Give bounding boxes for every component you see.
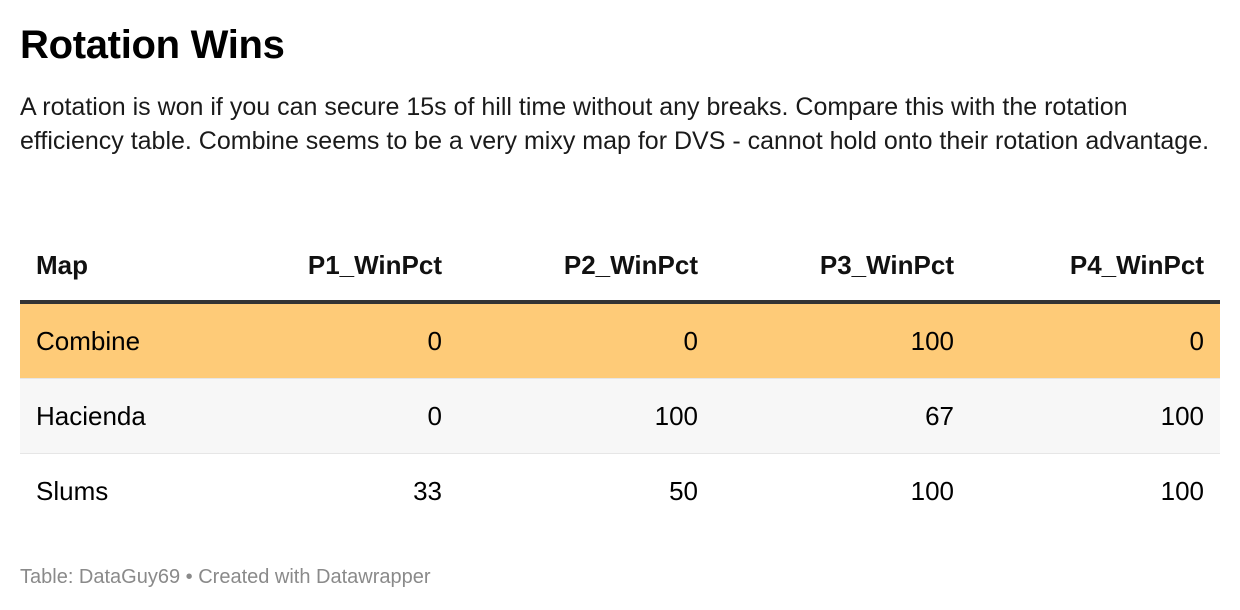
cell-map: Hacienda	[36, 401, 146, 431]
column-header-map[interactable]: Map	[36, 250, 88, 280]
column-header-p4[interactable]: P4_WinPct	[1069, 250, 1204, 280]
column-header-p2[interactable]: P2_WinPct	[563, 250, 698, 280]
chart-footer: Table: DataGuy69 • Created with Datawrap…	[20, 566, 431, 588]
cell-p4: 0	[1189, 326, 1204, 356]
cell-p4: 100	[1160, 401, 1204, 431]
cell-p2: 0	[683, 326, 698, 356]
cell-map: Slums	[36, 476, 109, 506]
table-row: Combine 0 0 100 0	[20, 304, 1220, 379]
cell-p3: 100	[910, 476, 954, 506]
cell-p1: 0	[427, 401, 442, 431]
cell-p1: 0	[427, 326, 442, 356]
cell-p2: 50	[669, 476, 698, 506]
cell-p4: 100	[1160, 476, 1204, 506]
column-header-p3[interactable]: P3_WinPct	[819, 250, 954, 280]
cell-p3: 100	[910, 326, 954, 356]
cell-map: Combine	[36, 326, 141, 356]
data-table: Map P1_WinPct P2_WinPct P3_WinPct P4_Win…	[20, 230, 1220, 528]
chart-title: Rotation Wins	[20, 23, 285, 67]
table-row: Hacienda 0 100 67 100	[20, 379, 1220, 454]
column-header-p1[interactable]: P1_WinPct	[307, 250, 442, 280]
cell-p1: 33	[413, 476, 442, 506]
cell-p2: 100	[654, 401, 698, 431]
table-header-row: Map P1_WinPct P2_WinPct P3_WinPct P4_Win…	[20, 230, 1220, 304]
cell-p3: 67	[925, 401, 954, 431]
table-row: Slums 33 50 100 100	[20, 454, 1220, 528]
chart-description: A rotation is won if you can secure 15s …	[20, 93, 1210, 155]
